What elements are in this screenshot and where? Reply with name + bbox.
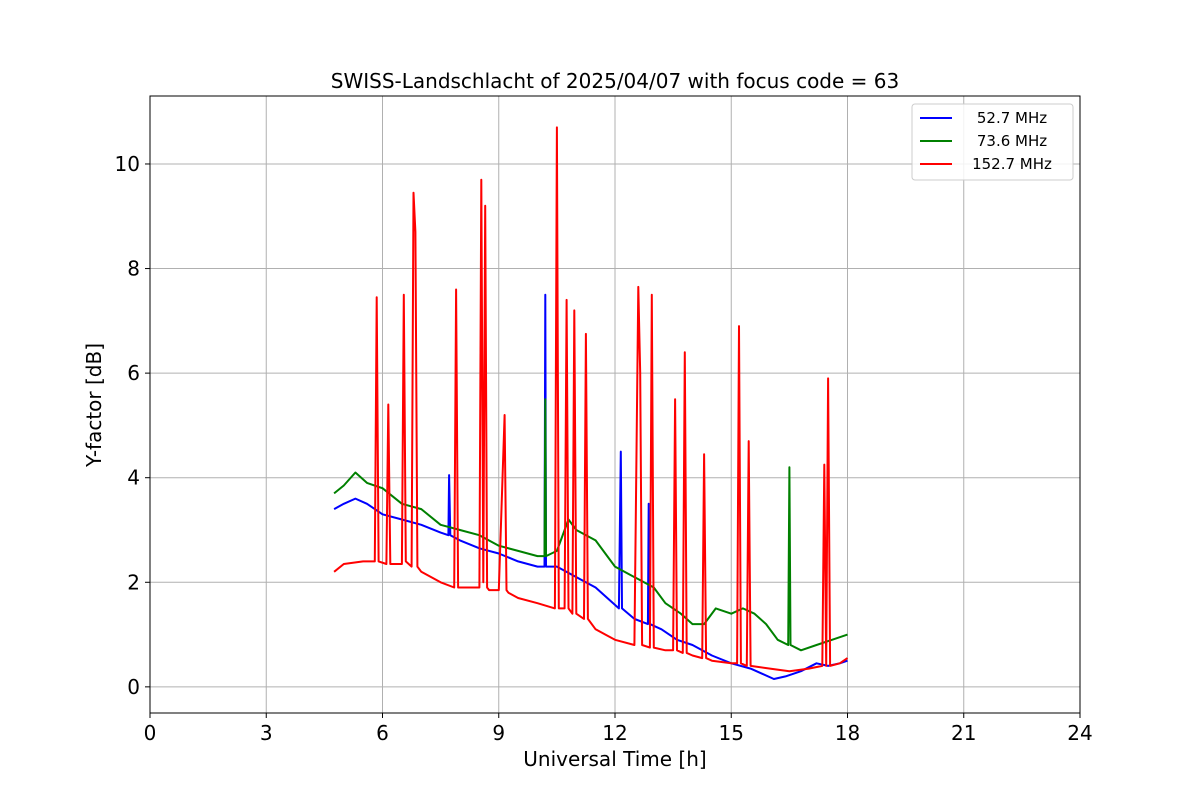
- y-axis: 0 2 4 6 8 10: [115, 152, 150, 699]
- series-layer: [333, 126, 849, 680]
- x-axis: 0 3 6 9 12 15 18 21 24: [144, 713, 1093, 745]
- y-tick-label: 8: [127, 257, 140, 281]
- series-line-152-7-mhz: [333, 126, 849, 673]
- legend-box: [911, 103, 1074, 181]
- y-tick-label: 2: [127, 570, 140, 594]
- x-tick-label: 0: [144, 721, 157, 745]
- legend-label: 152.7 MHz: [972, 155, 1052, 173]
- series-line-73-6-mhz: [333, 398, 848, 652]
- y-tick-label: 0: [127, 675, 140, 699]
- legend-label: 52.7 MHz: [977, 109, 1047, 127]
- x-tick-label: 15: [719, 721, 744, 745]
- series-line-52-7-mhz: [333, 293, 848, 680]
- grid-lines: [149, 96, 1081, 713]
- x-tick-label: 18: [835, 721, 860, 745]
- x-tick-label: 6: [376, 721, 389, 745]
- chart-title: SWISS-Landschlacht of 2025/04/07 with fo…: [331, 69, 899, 93]
- y-tick-label: 10: [115, 152, 140, 176]
- legend-label: 73.6 MHz: [977, 132, 1047, 150]
- x-tick-label: 24: [1067, 721, 1092, 745]
- x-axis-label: Universal Time [h]: [523, 747, 706, 771]
- x-tick-label: 21: [951, 721, 976, 745]
- y-tick-label: 6: [127, 361, 140, 385]
- x-tick-label: 9: [492, 721, 505, 745]
- legend: 52.7 MHz 73.6 MHz 152.7 MHz: [911, 103, 1074, 181]
- x-tick-label: 3: [260, 721, 273, 745]
- y-axis-label: Y-factor [dB]: [82, 343, 106, 468]
- y-tick-label: 4: [127, 466, 140, 490]
- x-tick-label: 12: [602, 721, 627, 745]
